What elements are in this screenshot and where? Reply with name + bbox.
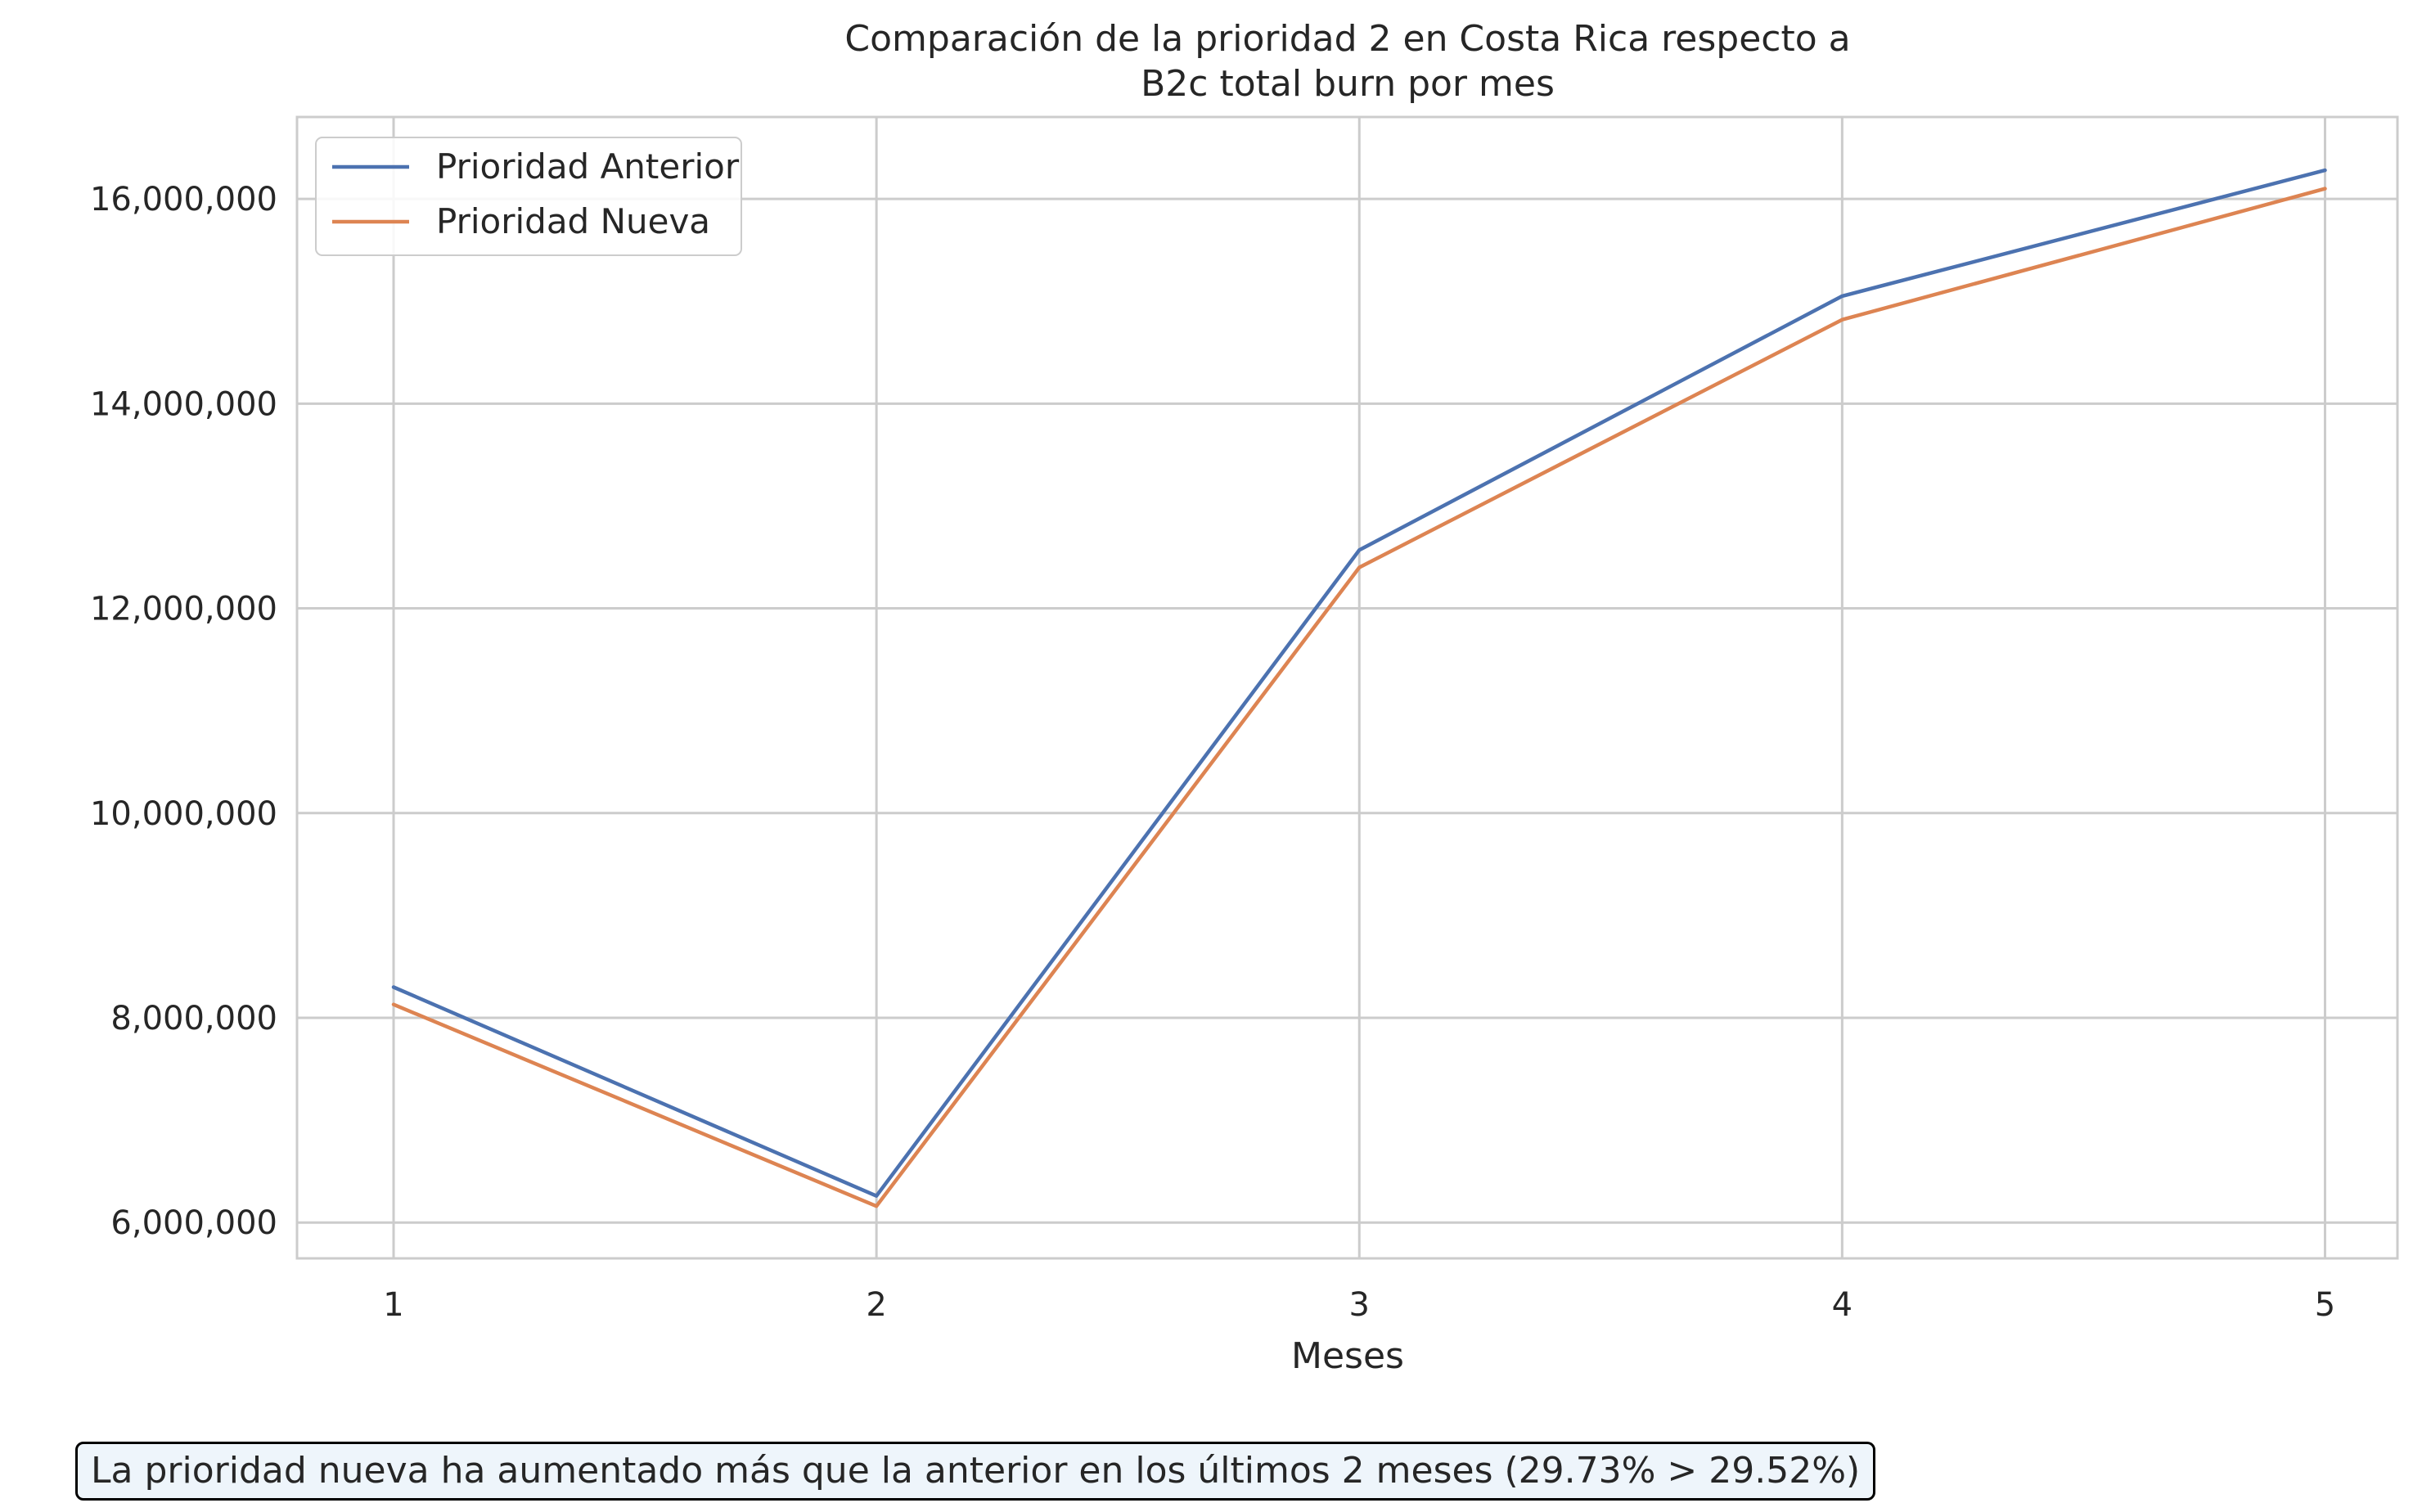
legend: Prioridad Anterior Prioridad Nueva (315, 137, 742, 256)
annotation-box: La prioridad nueva ha aumentado más que … (75, 1442, 1876, 1501)
y-tick-label: 10,000,000 (90, 795, 277, 833)
series-lines (391, 168, 2327, 1208)
chart-title-line-1: Comparación de la prioridad 2 en Costa R… (844, 18, 1850, 60)
x-tick-label: 1 (383, 1286, 403, 1324)
x-tick-label: 4 (1832, 1286, 1853, 1324)
chart-title: Comparación de la prioridad 2 en Costa R… (844, 18, 1850, 105)
x-tick-label: 2 (866, 1286, 886, 1324)
y-tick-label: 8,000,000 (110, 1000, 277, 1037)
legend-label-prioridad-anterior: Prioridad Anterior (436, 146, 740, 187)
y-tick-label: 14,000,000 (90, 385, 277, 423)
plot-frame (295, 115, 2399, 1260)
x-axis-label: Meses (1291, 1335, 1404, 1377)
y-tick-label: 12,000,000 (90, 591, 277, 628)
legend-frame (315, 137, 742, 256)
legend-label-prioridad-nueva: Prioridad Nueva (436, 201, 710, 241)
grid (297, 117, 2397, 1258)
x-axis-ticks: 1 2 3 4 5 (383, 1286, 2335, 1324)
y-tick-label: 6,000,000 (110, 1204, 277, 1242)
y-tick-label: 16,000,000 (90, 181, 277, 218)
x-tick-label: 5 (2315, 1286, 2335, 1324)
y-axis-ticks: 6,000,000 8,000,000 10,000,000 12,000,000 14… (90, 181, 277, 1242)
chart-title-line-2: B2c total burn por mes (1141, 63, 1555, 105)
x-tick-label: 3 (1349, 1286, 1370, 1324)
